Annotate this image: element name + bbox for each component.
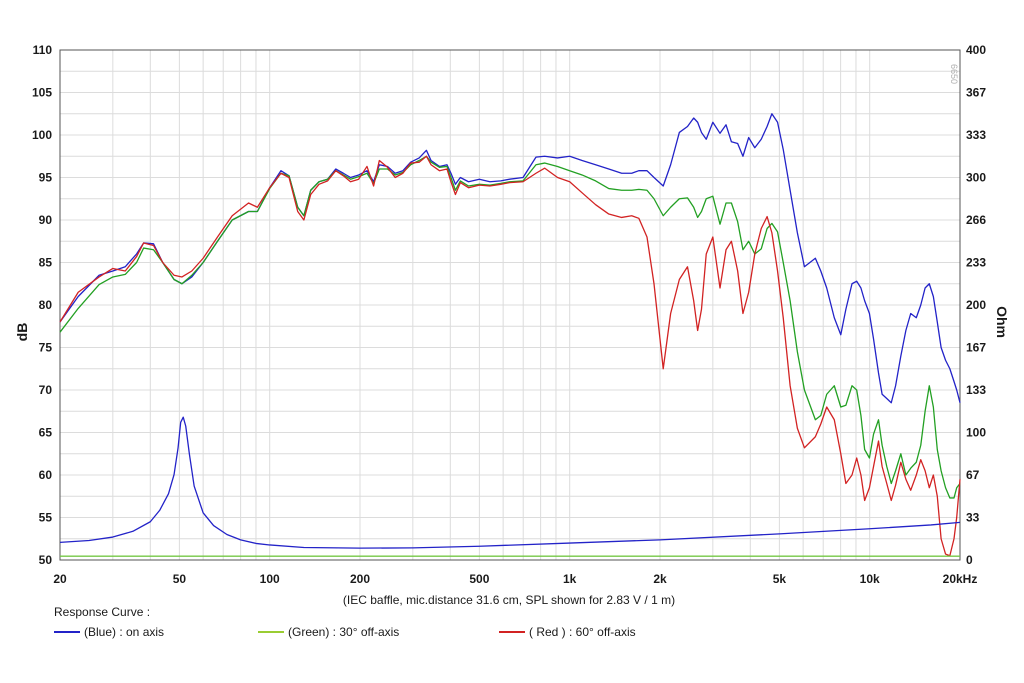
x-tick-label: 50 — [173, 572, 187, 586]
x-tick-label: 500 — [469, 572, 489, 586]
y-tick-label-right: 367 — [966, 85, 986, 99]
x-tick-label: 2k — [653, 572, 667, 586]
y-tick-label-right: 333 — [966, 128, 986, 142]
series-line-0 — [59, 113, 961, 404]
y-tick-label-left: 55 — [39, 511, 53, 525]
legend-title: Response Curve : — [54, 605, 151, 619]
legend-items: (Blue) : on axis (Green) : 30° off-axis … — [54, 625, 636, 641]
y-tick-label-left: 105 — [32, 86, 52, 100]
series-line-1 — [59, 155, 961, 499]
y-tick-label-right: 133 — [966, 383, 986, 397]
series-line-3 — [59, 416, 961, 549]
legend-swatch-blue — [54, 630, 80, 633]
plot-frame — [59, 49, 961, 561]
x-tick-label: 100 — [260, 572, 280, 586]
x-tick-label: 20 — [53, 572, 67, 586]
y-tick-label-left: 95 — [39, 171, 53, 185]
legend-item-red: ( Red ) : 60° off-axis — [499, 625, 636, 639]
y-tick-label-right: 233 — [966, 256, 986, 270]
y-tick-label-left: 110 — [33, 43, 53, 57]
legend-swatch-green — [258, 630, 284, 633]
legend-label-blue: (Blue) : on axis — [84, 625, 165, 639]
legend-item-blue: (Blue) : on axis — [54, 625, 164, 639]
y-tick-label-left: 85 — [39, 256, 53, 270]
series-layer — [59, 113, 961, 557]
y-tick-label-left: 90 — [39, 213, 53, 227]
tick-labels: 20 50 100 200 500 1k 2k 5k 10k 20kHz5055606570758… — [32, 43, 986, 586]
y-tick-label-right: 300 — [966, 171, 986, 185]
x-tick-label: 200 — [350, 572, 370, 586]
y-tick-label-right: 400 — [966, 43, 986, 57]
x-tick-label: 5k — [773, 572, 787, 586]
y-tick-label-left: 60 — [39, 468, 53, 482]
x-tick-label: 10k — [860, 572, 880, 586]
legend-label-green: (Green) : 30° off-axis — [288, 625, 400, 639]
grid — [59, 49, 961, 561]
y-tick-label-right: 0 — [966, 553, 973, 567]
series-line-2 — [59, 155, 961, 557]
y-tick-label-right: 67 — [966, 468, 980, 482]
legend: Response Curve : (Blue) : on axis (Green… — [54, 605, 636, 641]
y-axis-left-title: dB — [14, 323, 30, 342]
y-tick-label-right: 167 — [966, 340, 986, 354]
y-tick-label-left: 50 — [39, 553, 53, 567]
y-tick-label-left: 80 — [39, 298, 53, 312]
legend-item-green: (Green) : 30° off-axis — [258, 625, 399, 639]
y-tick-label-left: 70 — [39, 383, 53, 397]
legend-swatch-red — [499, 630, 525, 633]
y-tick-label-right: 266 — [966, 213, 986, 227]
legend-label-red: ( Red ) : 60° off-axis — [529, 625, 636, 639]
watermark: 6650 — [949, 64, 959, 84]
y-tick-label-right: 100 — [966, 426, 986, 440]
y-tick-label-left: 100 — [32, 128, 52, 142]
y-tick-label-right: 200 — [966, 298, 986, 312]
x-tick-label: 1k — [563, 572, 577, 586]
y-tick-label-left: 65 — [39, 426, 53, 440]
x-tick-label: 20kHz — [943, 572, 978, 586]
y-tick-label-right: 33 — [966, 511, 980, 525]
measurement-note: (IEC baffle, mic.distance 31.6 cm, SPL s… — [343, 593, 675, 607]
y-tick-label-left: 75 — [39, 341, 53, 355]
y-axis-right-title: Ohm — [994, 306, 1010, 338]
